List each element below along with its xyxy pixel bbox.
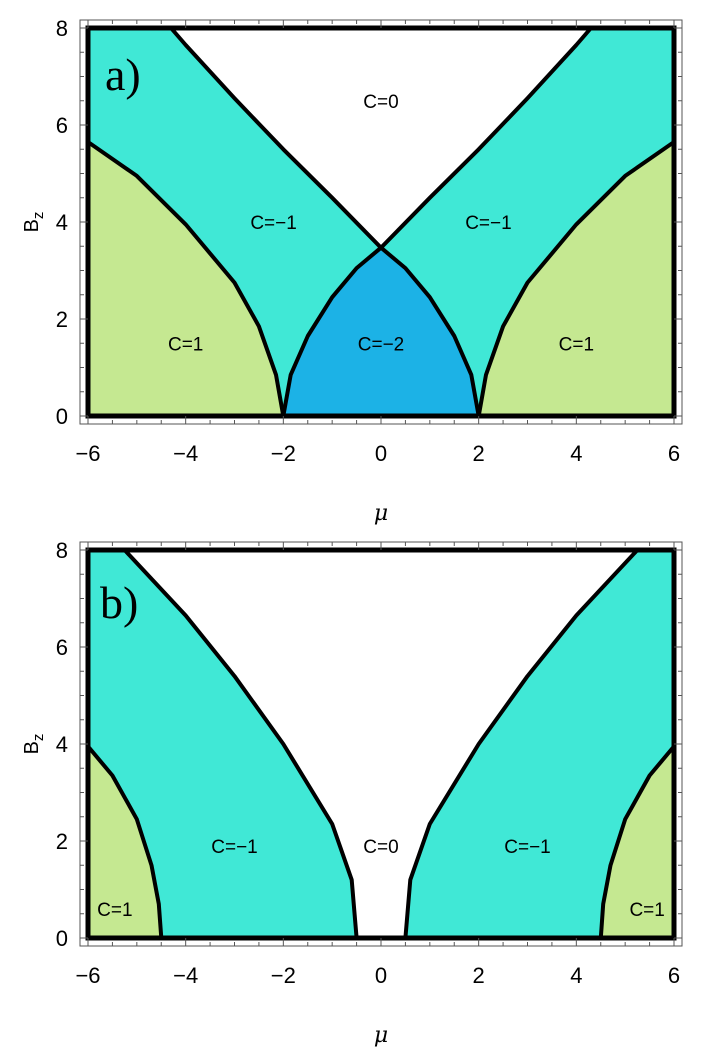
panel-b-ytick-label: 6 [56, 635, 68, 660]
panel-a-region-label: C=1 [168, 334, 203, 355]
panel-b-region-label: C=−1 [504, 837, 550, 858]
panel-a-ytick-label: 2 [56, 307, 68, 332]
panel-b-ytick-label: 0 [56, 926, 68, 951]
panel-a-boundary-outer-left [86, 140, 286, 418]
panel-b-xtick-label: 0 [375, 963, 387, 988]
panel-b-y-axis-title-main: B [21, 741, 43, 754]
panel-b-boundary-inner-left [122, 548, 359, 940]
panel-a-boundary-top-right [379, 26, 593, 250]
panel-a-region-c1-fill-left [88, 142, 284, 416]
panel-b-region-label: C=−1 [211, 837, 257, 858]
panel-b-x-axis-title: μ [374, 1023, 388, 1048]
panel-b-panel-label: b) [100, 577, 138, 628]
panel-b-boundary-outer-right [598, 744, 676, 940]
panel-b-xtick-label: −6 [75, 963, 100, 988]
panel-a-region-c1-fill-right [478, 142, 674, 416]
panel-a-xtick-label: −2 [271, 441, 296, 466]
panel-b-xtick-label: −4 [173, 963, 198, 988]
panel-b-region-label: C=0 [363, 837, 398, 858]
panel-a-region-label: C=−2 [358, 334, 404, 355]
panel-b-region-c-1-fill-left [88, 550, 357, 938]
panel-b-region-c1-fill-left [88, 746, 162, 938]
panel-b-y-axis-title-sub: z [30, 734, 47, 742]
panel-a: −6 −4 −2 0 2 4 6 0 2 4 6 8 μ Bz C=0 C=−1 C=−1 C=−2 C=1 C=1 a… [21, 16, 683, 526]
panel-a-y-axis-title-main: B [21, 219, 43, 232]
panel-b-region-label: C=1 [97, 900, 132, 921]
panel-a-xtick-label: −6 [75, 441, 100, 466]
panel-a-x-axis-title: μ [374, 501, 388, 526]
panel-a-xtick-label: −4 [173, 441, 198, 466]
panel-b-xtick-label: −2 [271, 963, 296, 988]
panel-b-ytick-label: 4 [56, 732, 68, 757]
panel-a-region-c-1-fill-left [88, 28, 381, 416]
panel-a-xtick-label: 2 [473, 441, 485, 466]
panel-a-ytick-label: 6 [56, 113, 68, 138]
panel-b-boundary-outer-left [86, 744, 164, 940]
panel-a-region-label: C=0 [363, 92, 398, 113]
panel-a-region-label: C=−1 [250, 213, 296, 234]
panel-a-xtick-label: 0 [375, 441, 387, 466]
panel-a-region-c-1-fill-right [381, 28, 674, 416]
panel-b-xtick-label: 2 [473, 963, 485, 988]
panel-b-boundary-inner-right [403, 548, 640, 940]
panel-a-region-label: C=1 [559, 334, 594, 355]
panel-a-boundary-inner-left [281, 245, 383, 418]
panel-a-y-axis-title: Bz [21, 212, 47, 233]
panel-b-xtick-label: 4 [570, 963, 582, 988]
panel-b-region-c-1-fill-right [405, 550, 674, 938]
panel-b-y-axis-title: Bz [21, 734, 47, 755]
panel-b: −6 −4 −2 0 2 4 6 0 2 4 6 8 μ Bz C=0 C=−1 C=−1 C=1 C=1 b) [21, 538, 683, 1048]
panel-a-xtick-label: 6 [668, 441, 680, 466]
panel-b-region-label: C=1 [629, 900, 664, 921]
panel-a-region-label: C=−1 [465, 213, 511, 234]
panel-a-boundary-top-left [169, 26, 383, 250]
panel-a-panel-label: a) [105, 49, 141, 100]
panel-a-ytick-label: 0 [56, 404, 68, 429]
panel-b-xtick-label: 6 [668, 963, 680, 988]
panel-a-region-c-2-fill [283, 247, 479, 416]
panel-b-region-c1-fill-right [600, 746, 674, 938]
panel-a-ytick-label: 4 [56, 210, 68, 235]
panel-a-y-axis-title-sub: z [30, 212, 47, 220]
panel-b-ytick-label: 8 [56, 538, 68, 563]
panel-a-xtick-label: 4 [570, 441, 582, 466]
panel-a-boundary-inner-right [379, 245, 481, 418]
panel-a-boundary-outer-right [476, 140, 676, 418]
panel-b-ytick-label: 2 [56, 829, 68, 854]
panel-a-ytick-label: 8 [56, 16, 68, 41]
